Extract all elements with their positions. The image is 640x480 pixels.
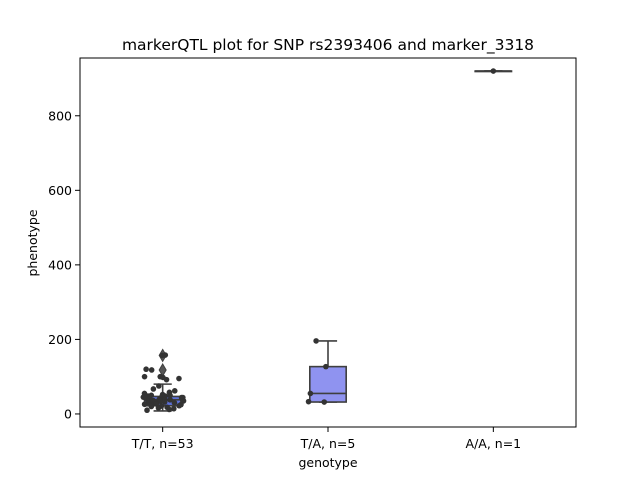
- data-point: [166, 406, 173, 413]
- data-point: [144, 407, 150, 414]
- data-point: [307, 390, 314, 397]
- data-point: [170, 405, 177, 412]
- data-point: [167, 392, 173, 399]
- y-tick-label: 800: [48, 108, 72, 123]
- points-1: [305, 338, 329, 405]
- y-tick-label: 600: [48, 183, 72, 198]
- points-0: [140, 352, 187, 414]
- data-point: [141, 373, 148, 380]
- data-point: [171, 399, 178, 406]
- data-point: [143, 366, 149, 373]
- data-point: [313, 338, 319, 344]
- data-point: [176, 375, 182, 382]
- data-point: [162, 352, 169, 358]
- data-point: [161, 399, 168, 405]
- data-point: [321, 399, 328, 405]
- data-point: [323, 363, 329, 370]
- data-point: [163, 376, 170, 383]
- y-tick-label: 400: [48, 257, 72, 272]
- y-axis-label: phenotype: [25, 209, 40, 276]
- data-point: [156, 383, 162, 389]
- plot-area: [140, 68, 513, 414]
- data-point: [153, 401, 160, 407]
- data-point: [490, 68, 497, 74]
- data-point: [148, 403, 155, 410]
- data-point: [305, 398, 312, 405]
- x-tick-label: T/A, n=5: [300, 436, 356, 451]
- axes: 0 200 400 600 800 T/T, n=53 T/A, n=5 A/A, n=1: [48, 108, 521, 451]
- x-tick-label: T/T, n=53: [131, 436, 194, 451]
- x-tick-label: A/A, n=1: [466, 436, 522, 451]
- chart-title: markerQTL plot for SNP rs2393406 and mar…: [122, 36, 534, 55]
- data-point: [167, 396, 173, 403]
- data-point: [141, 401, 148, 408]
- points-2: [490, 68, 497, 74]
- box-body: [309, 365, 347, 403]
- data-point: [176, 402, 182, 409]
- data-point: [150, 386, 157, 392]
- data-point: [148, 367, 155, 373]
- data-point: [171, 388, 178, 394]
- x-axis-label: genotype: [298, 455, 357, 470]
- y-tick-label: 0: [64, 406, 72, 421]
- data-point: [155, 405, 162, 411]
- y-tick-label: 200: [48, 332, 72, 347]
